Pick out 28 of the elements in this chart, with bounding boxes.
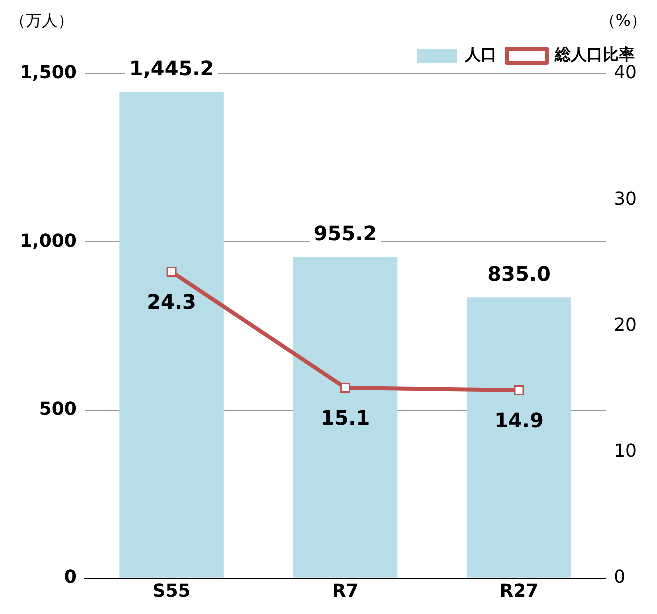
y-axis-title: （万人） [10, 11, 74, 30]
point [166, 266, 177, 277]
x-tick-label: R27 [500, 580, 539, 602]
data-label: 955.2 [314, 221, 378, 246]
y2-tick-label: 0 [614, 567, 626, 588]
legend-label: 人口 [464, 45, 497, 64]
x-tick-label: R7 [332, 580, 359, 602]
legend-label: 総人口比率 [554, 45, 635, 64]
y-tick-label: 500 [39, 398, 77, 420]
y-tick-label: 1,000 [20, 230, 77, 252]
point [340, 382, 351, 393]
data-label: 15.1 [320, 406, 370, 430]
bar [467, 298, 572, 578]
y2-tick-label: 30 [614, 188, 637, 210]
point [514, 386, 524, 396]
y2-tick-label: 20 [614, 314, 637, 336]
y-tick-label: 1,500 [20, 62, 77, 84]
y2-tick-label: 40 [614, 62, 637, 84]
x-tick-label: S55 [152, 580, 191, 602]
bar [120, 92, 224, 578]
data-label: 835.0 [488, 262, 551, 286]
data-label: 14.9 [494, 408, 544, 433]
y-tick-label: 0 [64, 567, 77, 588]
y2-tick-label: 10 [614, 440, 637, 462]
data-label: 24.3 [147, 290, 196, 314]
bar [293, 257, 398, 578]
data-label: 1,445.2 [129, 56, 214, 81]
y2-axis-title: （%） [600, 11, 647, 30]
